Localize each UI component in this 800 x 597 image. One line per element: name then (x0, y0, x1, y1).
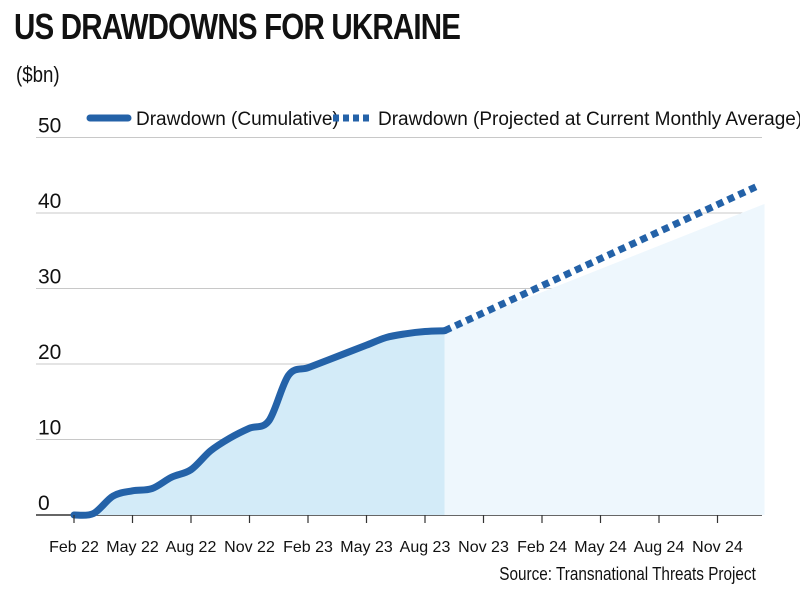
x-tick-label: May 23 (340, 539, 393, 556)
x-tick-label: Aug 24 (634, 539, 685, 556)
y-tick-label-30: 30 (38, 266, 61, 289)
area-fills (74, 203, 765, 516)
x-tick-label: Aug 23 (400, 539, 451, 556)
legend: Drawdown (Cumulative) Drawdown (Projecte… (86, 109, 800, 130)
x-tick-label: May 24 (574, 539, 627, 556)
series-lines (70, 183, 758, 519)
area-fill-projected (444, 203, 765, 515)
y-axis-ticks: 0 10 20 30 40 50 (38, 115, 61, 516)
x-tick-label: Aug 22 (166, 539, 217, 556)
y-tick-label-40: 40 (38, 190, 61, 213)
legend-label-cumulative: Drawdown (Cumulative) (136, 109, 339, 130)
x-tick-label: Feb 24 (517, 539, 567, 556)
y-tick-label-50: 50 (38, 115, 61, 138)
x-axis-ticks: Feb 22 May 22 Aug 22 Nov 22 Feb 23 May 23 Aug … (49, 515, 743, 556)
y-tick-label-10: 10 (38, 417, 61, 440)
x-tick-label: Nov 24 (692, 539, 743, 556)
x-tick-label: May 22 (106, 539, 159, 556)
x-tick-label: Nov 23 (458, 539, 509, 556)
x-tick-label: Feb 23 (283, 539, 333, 556)
x-tick-label: Nov 22 (224, 539, 275, 556)
y-axis-unit-label: ($bn) (16, 62, 60, 87)
series-line-cumulative (70, 327, 448, 519)
chart-title: US DRAWDOWNS FOR UKRAINE (14, 6, 461, 47)
y-tick-label-20: 20 (38, 341, 61, 364)
area-fill-cumulative (74, 330, 445, 516)
legend-label-projected: Drawdown (Projected at Current Monthly A… (378, 109, 800, 130)
x-tick-label: Feb 22 (49, 539, 99, 556)
series-line-projected (443, 183, 758, 334)
source-note: Source: Transnational Threats Project (499, 564, 756, 584)
y-tick-label-0: 0 (38, 492, 50, 515)
